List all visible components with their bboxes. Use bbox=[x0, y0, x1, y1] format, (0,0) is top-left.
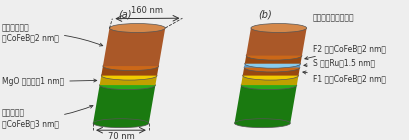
Text: 70 nm: 70 nm bbox=[107, 132, 134, 140]
Ellipse shape bbox=[244, 59, 300, 68]
Text: 160 nm: 160 nm bbox=[131, 6, 163, 15]
Polygon shape bbox=[243, 64, 300, 67]
Text: MgO 絶縁層（1 nm）: MgO 絶縁層（1 nm） bbox=[2, 77, 97, 86]
Polygon shape bbox=[244, 56, 301, 64]
Ellipse shape bbox=[240, 81, 296, 90]
Text: (b): (b) bbox=[257, 9, 271, 19]
Ellipse shape bbox=[101, 71, 157, 80]
Ellipse shape bbox=[245, 51, 301, 60]
Polygon shape bbox=[101, 66, 158, 76]
Ellipse shape bbox=[93, 119, 148, 128]
Polygon shape bbox=[242, 67, 299, 76]
Ellipse shape bbox=[250, 24, 306, 32]
Text: 積層型磁化フリー層: 積層型磁化フリー層 bbox=[312, 13, 354, 22]
Ellipse shape bbox=[242, 71, 298, 80]
Text: (a): (a) bbox=[119, 9, 132, 19]
Polygon shape bbox=[93, 85, 155, 123]
Ellipse shape bbox=[99, 81, 155, 90]
Ellipse shape bbox=[109, 24, 165, 32]
Ellipse shape bbox=[243, 63, 299, 72]
Polygon shape bbox=[234, 85, 296, 123]
Ellipse shape bbox=[234, 119, 290, 128]
Ellipse shape bbox=[103, 62, 158, 71]
Text: S 層（Ru 1.5 nm）: S 層（Ru 1.5 nm） bbox=[303, 58, 374, 67]
Text: F2 層（CoFeB 2 nm）: F2 層（CoFeB 2 nm） bbox=[304, 44, 385, 60]
Polygon shape bbox=[240, 76, 298, 85]
Text: 磁化固定層
（CoFeB 3 nm）: 磁化固定層 （CoFeB 3 nm） bbox=[2, 105, 93, 128]
Text: F1 層（CoFeB 2 nm）: F1 層（CoFeB 2 nm） bbox=[302, 71, 385, 83]
Polygon shape bbox=[103, 28, 165, 66]
Polygon shape bbox=[99, 76, 157, 85]
Text: 磁化フリー層
（CoFeB　2 nm）: 磁化フリー層 （CoFeB 2 nm） bbox=[2, 23, 103, 46]
Polygon shape bbox=[245, 28, 306, 56]
